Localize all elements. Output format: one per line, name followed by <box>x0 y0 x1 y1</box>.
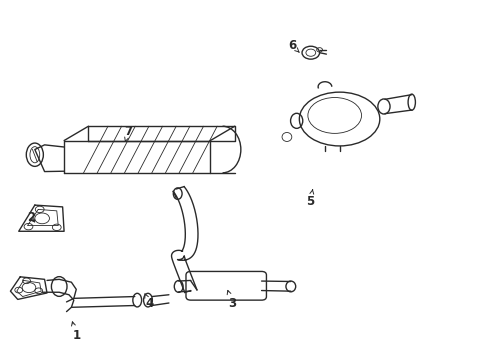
Text: 1: 1 <box>71 322 80 342</box>
Text: 2: 2 <box>27 211 35 224</box>
Text: 5: 5 <box>305 189 314 208</box>
Text: 6: 6 <box>287 39 299 52</box>
Text: 3: 3 <box>227 291 236 310</box>
Text: 4: 4 <box>144 294 153 310</box>
Text: 7: 7 <box>124 125 132 141</box>
